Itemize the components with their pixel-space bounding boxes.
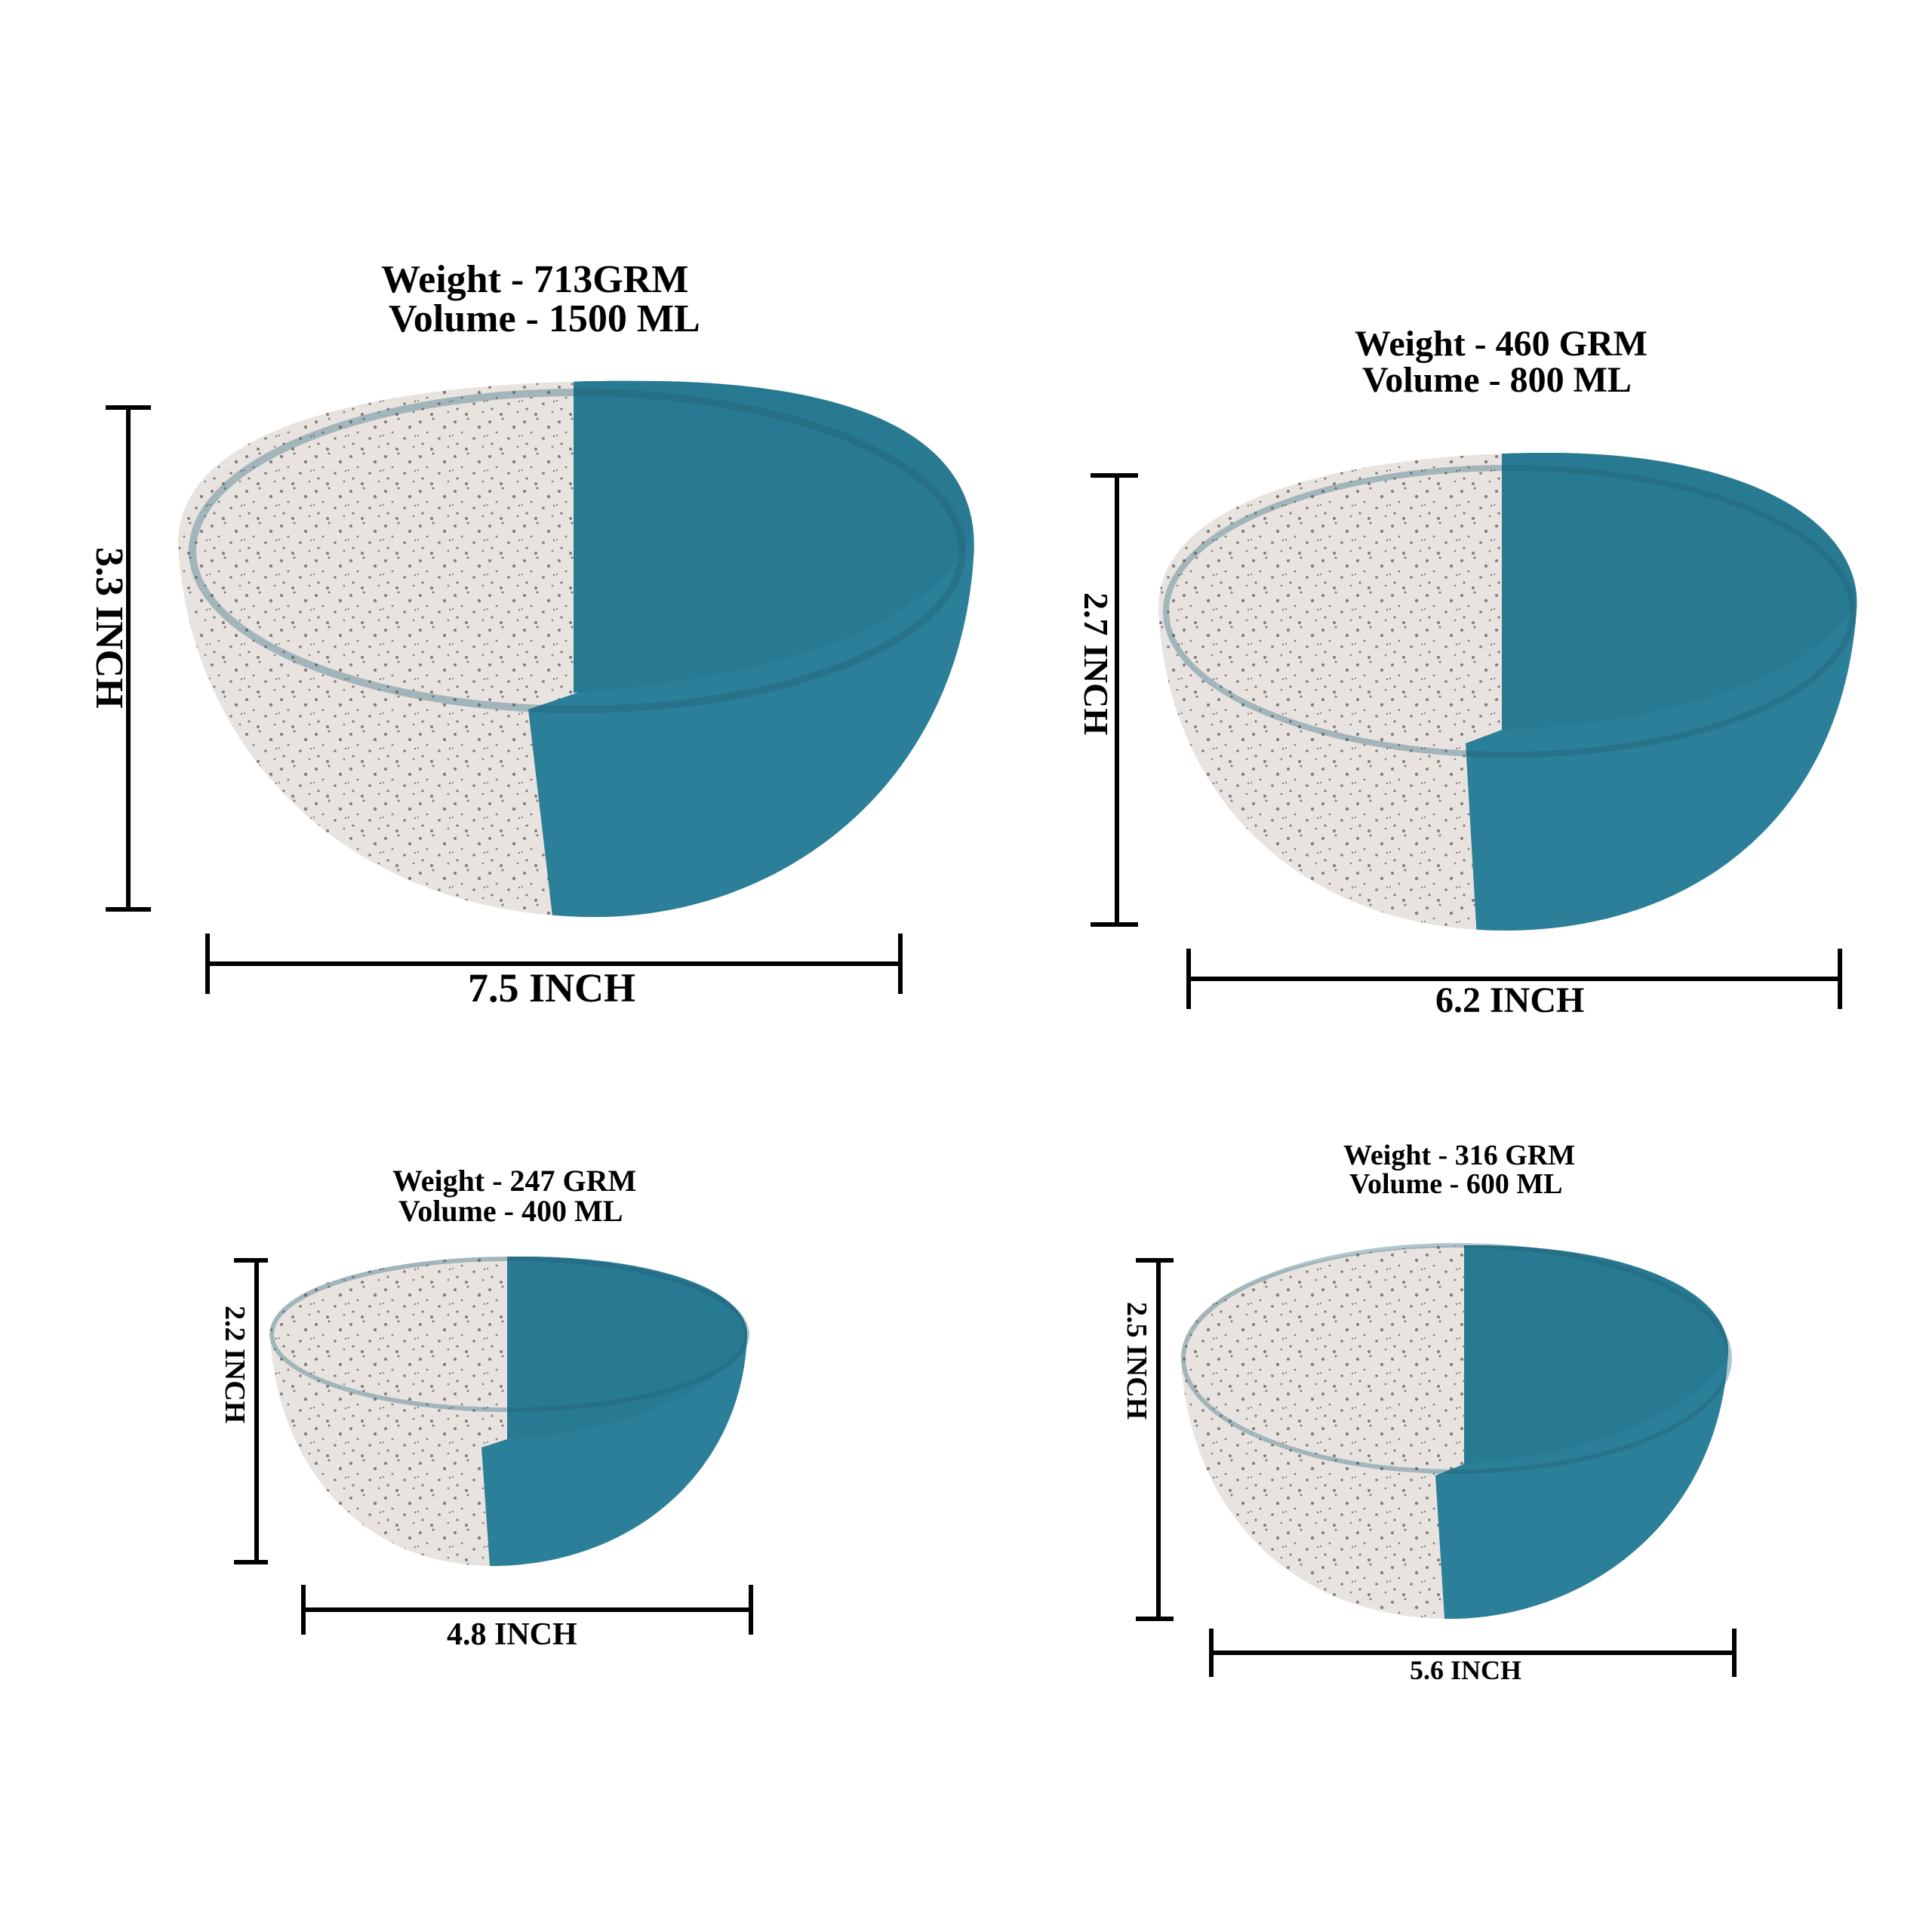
bowl-large — [178, 380, 974, 918]
spec-large: Weight - 713GRM Volume - 1500 ML — [381, 260, 700, 339]
width-label-large: 7.5 INCH — [468, 965, 636, 1011]
width-label-small: 4.8 INCH — [447, 1617, 577, 1652]
volume-label: Volume - 600 ML — [1349, 1168, 1563, 1200]
bowl-small — [269, 1257, 749, 1567]
spec-small: Weight - 247 GRM Volume - 400 ML — [392, 1166, 636, 1226]
height-label-large: 3.3 INCH — [88, 547, 131, 709]
weight-label: Weight - 460 GRM — [1355, 324, 1647, 364]
height-label-small: 2.2 INCH — [219, 1306, 251, 1424]
dimension-lines — [106, 405, 1842, 1677]
width-label-small-medium: 5.6 INCH — [1410, 1655, 1522, 1685]
volume-label: Volume - 400 ML — [398, 1194, 623, 1228]
bowl-small-medium — [1181, 1243, 1732, 1620]
spec-small-medium: Weight - 316 GRM Volume - 600 ML — [1343, 1141, 1575, 1198]
weight-label: Weight - 316 GRM — [1343, 1140, 1576, 1171]
volume-label: Volume - 1500 ML — [389, 297, 700, 340]
spec-medium: Weight - 460 GRM Volume - 800 ML — [1355, 326, 1647, 398]
bowl-medium — [1158, 453, 1857, 931]
weight-label: Weight - 247 GRM — [392, 1164, 637, 1198]
volume-label: Volume - 800 ML — [1362, 360, 1632, 400]
width-label-medium: 6.2 INCH — [1435, 980, 1585, 1020]
height-label-small-medium: 2.5 INCH — [1121, 1302, 1152, 1420]
height-label-medium: 2.7 INCH — [1077, 592, 1115, 736]
weight-label: Weight - 713GRM — [381, 258, 689, 301]
